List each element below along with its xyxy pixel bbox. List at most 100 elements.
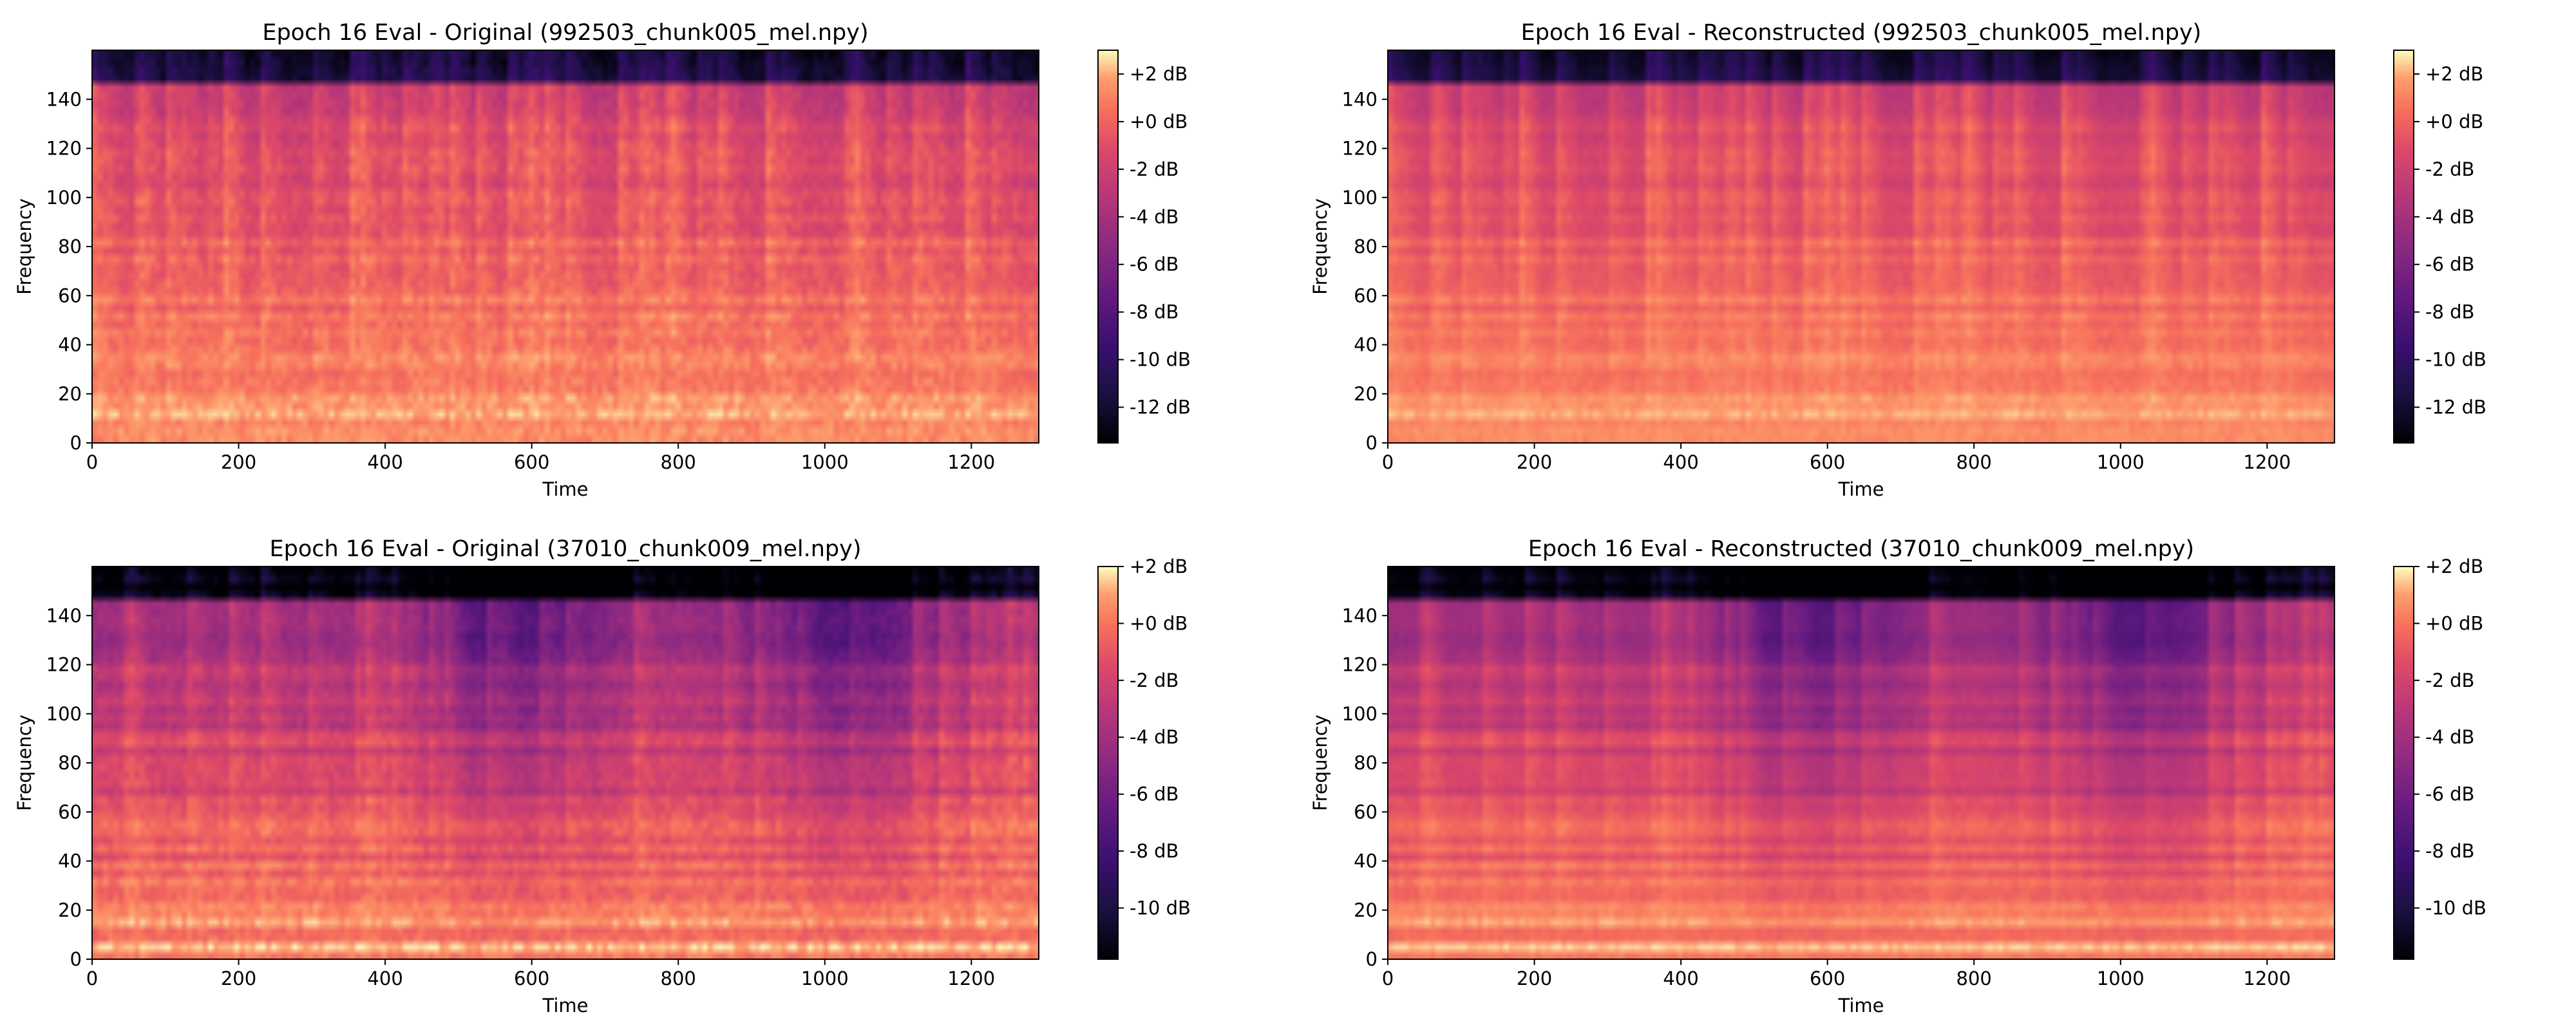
- x-tick-label: 600: [514, 968, 549, 989]
- x-tick-label: 200: [221, 451, 256, 473]
- y-tick-label: 0: [70, 432, 82, 454]
- colorbar-tick-label: -8 dB: [1130, 301, 1179, 323]
- y-tick-label: 60: [58, 801, 82, 823]
- y-tick-label: 40: [58, 334, 82, 356]
- colorbar-tick-label: +2 dB: [1130, 63, 1188, 85]
- spectrogram-panel-4: Epoch 16 Eval - Reconstructed (37010_chu…: [1309, 536, 2486, 1016]
- x-tick-label: 1000: [801, 451, 849, 473]
- panel-title: Epoch 16 Eval - Reconstructed (37010_chu…: [1528, 536, 2194, 562]
- x-tick-label: 400: [367, 451, 402, 473]
- y-tick-label: 120: [1342, 654, 1378, 676]
- spectrogram-panel-3: Epoch 16 Eval - Original (37010_chunk009…: [14, 536, 1191, 1016]
- y-axis-label: Frequency: [1309, 198, 1331, 295]
- y-axis-label: Frequency: [14, 198, 35, 295]
- y-tick-label: 40: [1354, 334, 1378, 356]
- panel-title: Epoch 16 Eval - Reconstructed (992503_ch…: [1521, 20, 2202, 46]
- colorbar-tick-label: -2 dB: [1130, 670, 1179, 691]
- x-tick-label: 600: [1810, 968, 1845, 989]
- y-tick-label: 80: [1354, 752, 1378, 774]
- x-tick-label: 1000: [2097, 968, 2145, 989]
- colorbar-tick-label: -6 dB: [2425, 254, 2474, 276]
- colorbar-tick-label: -10 dB: [1130, 349, 1191, 371]
- x-tick-label: 0: [1382, 968, 1394, 989]
- colorbar-tick-label: +0 dB: [1130, 612, 1188, 634]
- colorbar-gradient: [2393, 566, 2414, 960]
- colorbar-tick-label: -2 dB: [2425, 158, 2474, 180]
- y-tick-label: 100: [46, 187, 82, 209]
- x-axis-label: Time: [1838, 478, 1884, 500]
- x-tick-label: 800: [661, 451, 696, 473]
- y-tick-label: 40: [58, 850, 82, 872]
- colorbar-gradient: [1097, 50, 1119, 444]
- colorbar-tick-label: -2 dB: [1130, 158, 1179, 180]
- x-tick-label: 200: [1517, 451, 1552, 473]
- colorbar-tick-label: -4 dB: [2425, 726, 2474, 748]
- x-tick-label: 400: [367, 968, 402, 989]
- colorbar-tick-label: +0 dB: [2425, 612, 2483, 634]
- colorbar-gradient: [2393, 50, 2414, 444]
- y-tick-label: 120: [46, 138, 82, 160]
- x-axis-label: Time: [1838, 995, 1884, 1016]
- x-axis-label: Time: [542, 995, 589, 1016]
- y-tick-label: 80: [1354, 236, 1378, 258]
- panel-title: Epoch 16 Eval - Original (37010_chunk009…: [269, 536, 861, 562]
- x-tick-label: 1200: [2243, 451, 2291, 473]
- x-tick-label: 1200: [2243, 968, 2291, 989]
- colorbar-tick-label: +2 dB: [2425, 63, 2483, 85]
- y-tick-label: 140: [1342, 604, 1378, 626]
- x-tick-label: 1000: [801, 968, 849, 989]
- y-tick-label: 20: [1354, 899, 1378, 921]
- spectrogram-heatmap: [92, 566, 1039, 959]
- x-tick-label: 0: [86, 968, 98, 989]
- y-tick-label: 140: [1342, 88, 1378, 110]
- x-tick-label: 0: [1382, 451, 1394, 473]
- y-tick-label: 100: [1342, 703, 1378, 725]
- colorbar-tick-label: +2 dB: [2425, 556, 2483, 577]
- y-tick-label: 120: [46, 654, 82, 676]
- colorbar-tick-label: -12 dB: [1130, 397, 1191, 418]
- x-tick-label: 600: [1810, 451, 1845, 473]
- y-tick-label: 0: [70, 948, 82, 970]
- x-tick-label: 200: [1517, 968, 1552, 989]
- y-tick-label: 80: [58, 752, 82, 774]
- y-axis-label: Frequency: [14, 715, 35, 811]
- colorbar-tick-label: -6 dB: [1130, 254, 1179, 276]
- colorbar-tick-label: -2 dB: [2425, 670, 2474, 691]
- y-tick-label: 60: [1354, 285, 1378, 306]
- spectrogram-panel-2: Epoch 16 Eval - Reconstructed (992503_ch…: [1309, 20, 2486, 500]
- x-tick-label: 200: [221, 968, 256, 989]
- x-tick-label: 800: [661, 968, 696, 989]
- y-tick-label: 60: [58, 285, 82, 306]
- y-tick-label: 60: [1354, 801, 1378, 823]
- colorbar-tick-label: -4 dB: [2425, 206, 2474, 228]
- x-tick-label: 800: [1956, 968, 1992, 989]
- x-tick-label: 600: [514, 451, 549, 473]
- spectrogram-heatmap: [1388, 566, 2334, 959]
- colorbar: +2 dB +0 dB -2 dB -4 dB -6 dB -8 dB -10 dB: [2393, 556, 2486, 960]
- y-tick-label: 100: [1342, 187, 1378, 209]
- colorbar-tick-label: -10 dB: [2425, 897, 2486, 919]
- x-axis-label: Time: [542, 478, 589, 500]
- panel-title: Epoch 16 Eval - Original (992503_chunk00…: [262, 20, 868, 46]
- y-tick-label: 20: [58, 899, 82, 921]
- colorbar: +2 dB +0 dB -2 dB -4 dB -6 dB -8 dB -10 dB: [1097, 556, 1191, 960]
- y-tick-label: 120: [1342, 138, 1378, 160]
- colorbar-tick-label: -10 dB: [1130, 897, 1191, 919]
- colorbar-tick-label: -4 dB: [1130, 206, 1179, 228]
- x-tick-label: 0: [86, 451, 98, 473]
- x-tick-label: 800: [1956, 451, 1992, 473]
- colorbar-tick-label: -8 dB: [2425, 840, 2474, 862]
- colorbar: +2 dB +0 dB -2 dB -4 dB -6 dB -8 dB -10 dB -12 …: [2393, 50, 2486, 444]
- spectrogram-heatmap: [92, 50, 1039, 443]
- y-tick-label: 80: [58, 236, 82, 258]
- colorbar-tick-label: -6 dB: [1130, 783, 1179, 805]
- y-tick-label: 0: [1366, 948, 1378, 970]
- colorbar-tick-label: -10 dB: [2425, 349, 2486, 371]
- y-tick-label: 40: [1354, 850, 1378, 872]
- colorbar: +2 dB +0 dB -2 dB -4 dB -6 dB -8 dB -10 dB -12 …: [1097, 50, 1191, 444]
- x-tick-label: 1000: [2097, 451, 2145, 473]
- colorbar-tick-label: -8 dB: [2425, 301, 2474, 323]
- x-tick-label: 1200: [947, 968, 995, 989]
- x-tick-label: 400: [1663, 451, 1698, 473]
